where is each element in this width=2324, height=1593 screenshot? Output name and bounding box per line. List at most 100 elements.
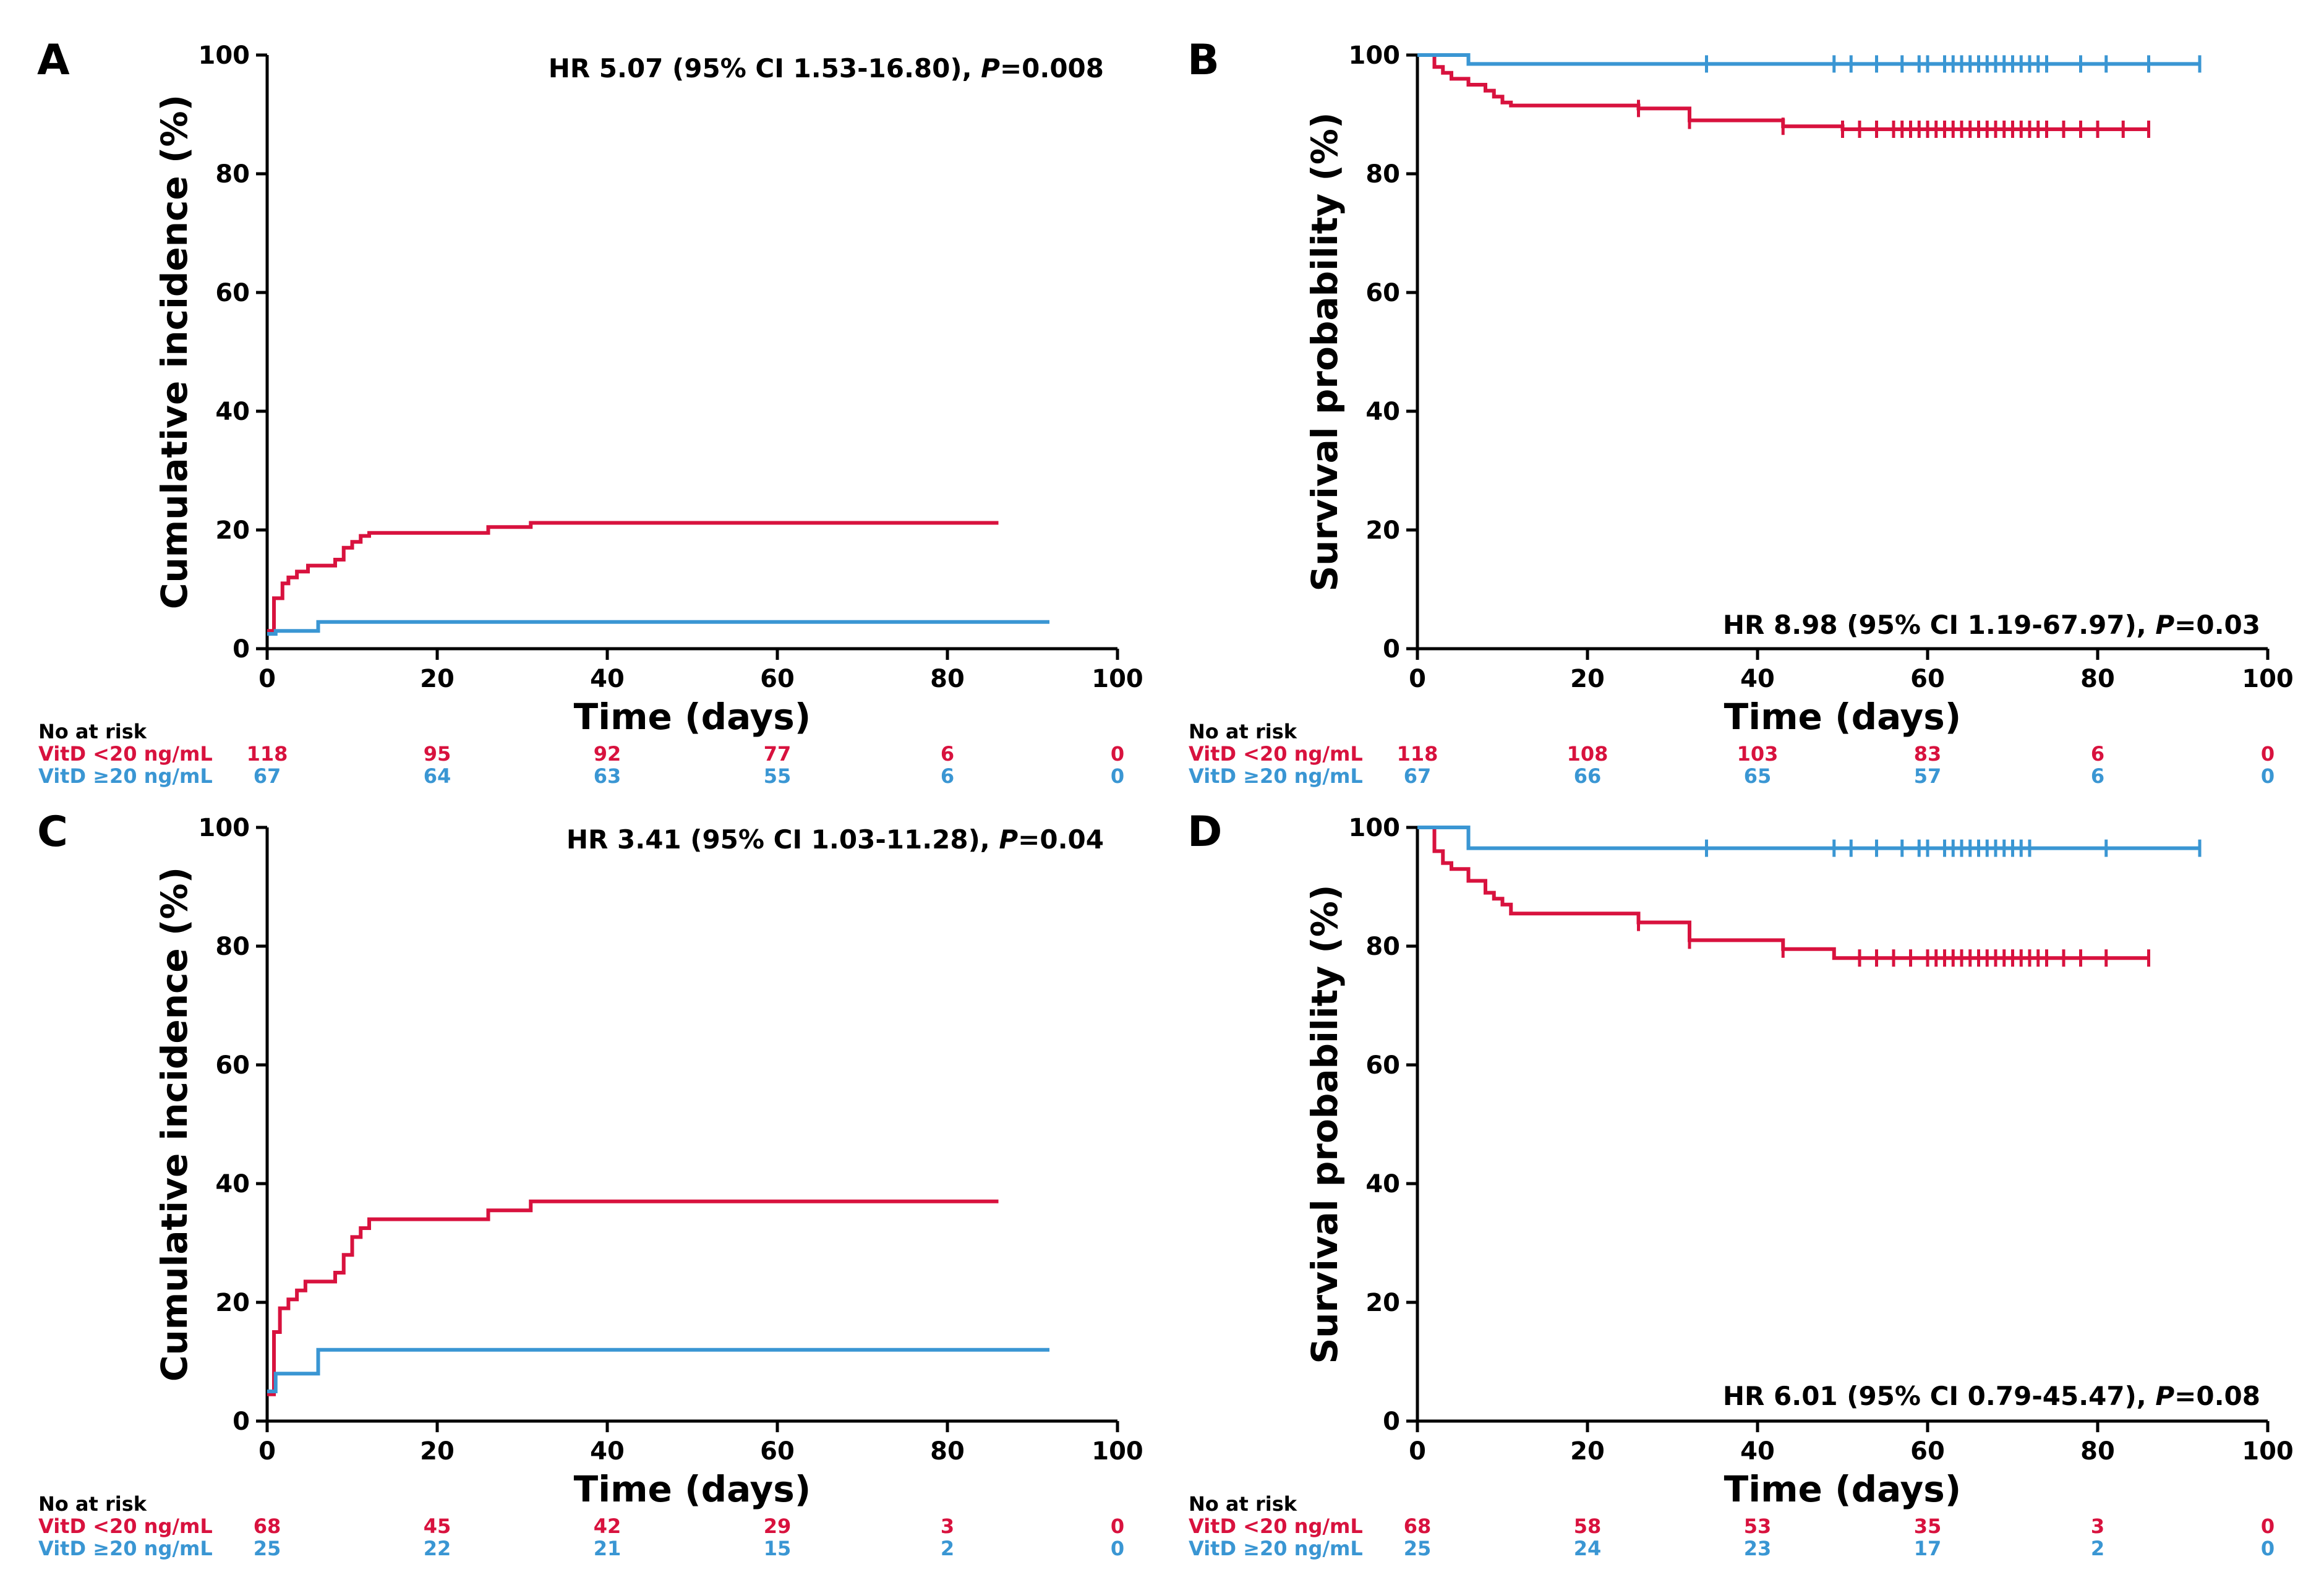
series-vitd-20-or-above-line <box>1417 826 2200 850</box>
at-risk-count: 66 <box>1574 764 1602 788</box>
y-tick-label: 80 <box>215 160 250 189</box>
at-risk-count: 65 <box>1744 764 1772 788</box>
x-tick-label: 20 <box>420 1437 455 1466</box>
at-risk-header: No at risk <box>38 1492 147 1516</box>
at-risk-group-label: VitD <20 ng/mL <box>1189 1514 1363 1538</box>
at-risk-count: 77 <box>764 742 792 766</box>
at-risk-count: 83 <box>1914 742 1942 766</box>
series-vitd-below-20-line <box>1417 53 2149 131</box>
x-tick-label: 40 <box>1740 1437 1775 1466</box>
x-tick-label: 100 <box>1092 1437 1143 1466</box>
panel-letter: C <box>37 808 68 856</box>
hazard-ratio-annotation: HR 8.98 (95% CI 1.19-67.97), P=0.03 <box>1723 610 2260 640</box>
at-risk-count: 2 <box>941 1537 954 1560</box>
at-risk-count: 6 <box>941 742 954 766</box>
panel-letter: D <box>1187 808 1222 856</box>
at-risk-count: 25 <box>254 1537 281 1560</box>
y-tick-label: 100 <box>199 41 250 70</box>
at-risk-count: 21 <box>594 1537 622 1560</box>
at-risk-count: 24 <box>1574 1537 1602 1560</box>
y-axis-title-survival-probability: Survival probability (%) <box>1304 112 1346 591</box>
panel-letter: B <box>1187 36 1220 85</box>
at-risk-count: 0 <box>1111 764 1124 788</box>
at-risk-count: 68 <box>1404 1514 1432 1538</box>
y-tick-label: 100 <box>199 814 250 842</box>
at-risk-group-label: VitD ≥20 ng/mL <box>1189 764 1363 788</box>
y-tick-label: 80 <box>1365 933 1400 961</box>
y-tick-label: 60 <box>215 1051 250 1080</box>
at-risk-count: 25 <box>1404 1537 1432 1560</box>
y-axis-title-survival-probability: Survival probability (%) <box>1304 884 1346 1364</box>
x-axis-title: Time (days) <box>574 696 811 738</box>
at-risk-count: 45 <box>424 1514 451 1538</box>
at-risk-count: 2 <box>2091 1537 2104 1560</box>
at-risk-count: 6 <box>2091 742 2104 766</box>
at-risk-count: 57 <box>1914 764 1942 788</box>
y-tick-label: 0 <box>1383 635 1400 664</box>
x-tick-label: 40 <box>590 665 625 693</box>
y-tick-label: 80 <box>1365 160 1400 189</box>
y-axis-title-cumulative-incidence: Cumulative incidence (%) <box>153 867 195 1382</box>
series-vitd-below-20-line <box>267 1199 999 1396</box>
x-tick-label: 80 <box>2080 1437 2115 1466</box>
at-risk-count: 55 <box>764 764 792 788</box>
at-risk-count: 53 <box>1744 1514 1772 1538</box>
y-tick-label: 60 <box>1365 1051 1400 1080</box>
x-tick-label: 40 <box>1740 665 1775 693</box>
x-tick-label: 0 <box>258 665 276 693</box>
at-risk-header: No at risk <box>1189 1492 1297 1516</box>
hazard-ratio-annotation: HR 5.07 (95% CI 1.53-16.80), P=0.008 <box>549 53 1104 83</box>
y-tick-label: 60 <box>1365 279 1400 307</box>
at-risk-count: 95 <box>424 742 451 766</box>
x-tick-label: 20 <box>420 665 455 693</box>
x-tick-label: 60 <box>1910 1437 1945 1466</box>
at-risk-count: 0 <box>2261 764 2275 788</box>
y-tick-label: 100 <box>1349 41 1401 70</box>
at-risk-count: 29 <box>764 1514 792 1538</box>
at-risk-count: 118 <box>247 742 288 766</box>
x-tick-label: 0 <box>258 1437 276 1466</box>
at-risk-count: 58 <box>1574 1514 1602 1538</box>
y-axis-title-cumulative-incidence: Cumulative incidence (%) <box>153 95 195 609</box>
y-tick-label: 40 <box>1365 1170 1400 1198</box>
at-risk-count: 92 <box>594 742 622 766</box>
x-tick-label: 0 <box>1409 665 1426 693</box>
y-tick-label: 0 <box>233 1407 250 1436</box>
hazard-ratio-annotation: HR 3.41 (95% CI 1.03-11.28), P=0.04 <box>566 824 1104 855</box>
x-tick-label: 40 <box>590 1437 625 1466</box>
at-risk-count: 118 <box>1397 742 1438 766</box>
at-risk-group-label: VitD ≥20 ng/mL <box>38 764 213 788</box>
at-risk-count: 6 <box>2091 764 2104 788</box>
x-tick-label: 100 <box>2242 665 2294 693</box>
at-risk-count: 63 <box>594 764 622 788</box>
at-risk-count: 35 <box>1914 1514 1942 1538</box>
y-tick-label: 100 <box>1349 814 1401 842</box>
at-risk-group-label: VitD <20 ng/mL <box>38 742 213 766</box>
x-tick-label: 60 <box>760 665 795 693</box>
x-tick-label: 80 <box>930 665 965 693</box>
y-tick-label: 20 <box>215 516 250 545</box>
x-axis-title: Time (days) <box>1724 696 1962 738</box>
at-risk-count: 0 <box>2261 742 2275 766</box>
at-risk-count: 0 <box>1111 742 1124 766</box>
series-vitd-20-or-above-line <box>267 620 1049 636</box>
y-tick-label: 20 <box>215 1289 250 1317</box>
at-risk-count: 68 <box>254 1514 281 1538</box>
y-tick-label: 40 <box>1365 398 1400 426</box>
hazard-ratio-annotation: HR 6.01 (95% CI 0.79-45.47), P=0.08 <box>1723 1381 2260 1411</box>
at-risk-count: 64 <box>424 764 451 788</box>
at-risk-count: 22 <box>424 1537 451 1560</box>
at-risk-header: No at risk <box>1189 720 1297 743</box>
x-axis-title: Time (days) <box>574 1468 811 1510</box>
at-risk-count: 0 <box>2261 1537 2275 1560</box>
at-risk-count: 17 <box>1914 1537 1942 1560</box>
y-tick-label: 0 <box>1383 1407 1400 1436</box>
y-tick-label: 40 <box>215 1170 250 1198</box>
at-risk-count: 3 <box>2091 1514 2104 1538</box>
at-risk-count: 0 <box>2261 1514 2275 1538</box>
at-risk-count: 6 <box>941 764 954 788</box>
